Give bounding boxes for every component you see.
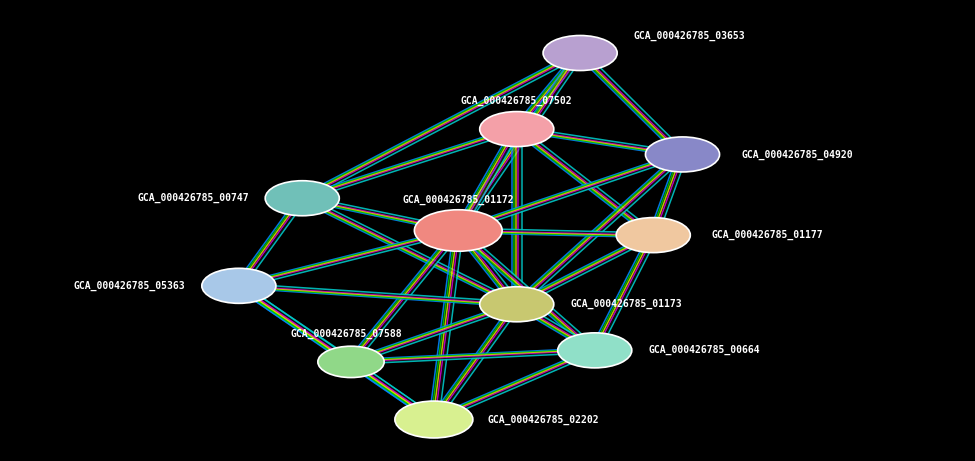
Circle shape <box>645 137 720 172</box>
Circle shape <box>318 346 384 378</box>
Text: GCA_000426785_07502: GCA_000426785_07502 <box>461 96 572 106</box>
Text: GCA_000426785_02202: GCA_000426785_02202 <box>488 414 599 425</box>
Circle shape <box>414 210 502 251</box>
Circle shape <box>616 218 690 253</box>
Text: GCA_000426785_01173: GCA_000426785_01173 <box>570 299 682 309</box>
Circle shape <box>558 333 632 368</box>
Circle shape <box>480 112 554 147</box>
Circle shape <box>395 401 473 438</box>
Text: GCA_000426785_01172: GCA_000426785_01172 <box>403 195 514 205</box>
Text: GCA_000426785_01177: GCA_000426785_01177 <box>712 230 823 240</box>
Text: GCA_000426785_05363: GCA_000426785_05363 <box>74 281 185 291</box>
Text: GCA_000426785_03653: GCA_000426785_03653 <box>634 31 745 41</box>
Circle shape <box>543 35 617 71</box>
Text: GCA_000426785_07588: GCA_000426785_07588 <box>291 329 402 339</box>
Circle shape <box>265 181 339 216</box>
Circle shape <box>480 287 554 322</box>
Text: GCA_000426785_04920: GCA_000426785_04920 <box>741 149 852 160</box>
Text: GCA_000426785_00747: GCA_000426785_00747 <box>137 193 249 203</box>
Text: GCA_000426785_00664: GCA_000426785_00664 <box>648 345 760 355</box>
Circle shape <box>202 268 276 303</box>
